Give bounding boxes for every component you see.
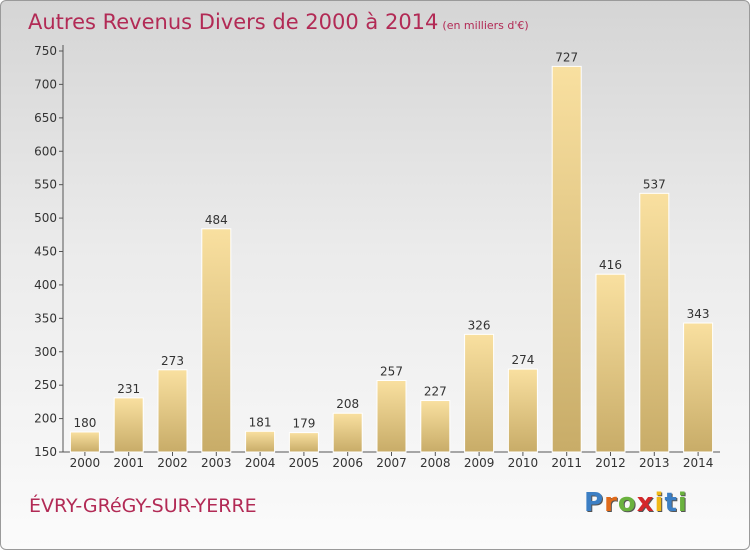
- data-label: 180: [73, 416, 96, 430]
- data-label: 181: [249, 415, 272, 429]
- x-tick-label: 2004: [245, 456, 276, 470]
- data-label: 231: [117, 382, 140, 396]
- bar: [332, 412, 363, 453]
- bar: [595, 273, 626, 453]
- bar: [113, 397, 144, 453]
- y-tick-label: 650: [34, 111, 57, 125]
- x-tick-label: 2000: [70, 456, 101, 470]
- x-tick-label: 2006: [332, 456, 363, 470]
- x-tick-label: 2008: [420, 456, 451, 470]
- bar: [288, 432, 319, 453]
- data-label: 208: [336, 397, 359, 411]
- bar: [201, 228, 232, 453]
- bar: [376, 379, 407, 453]
- x-tick-label: 2010: [508, 456, 539, 470]
- data-label: 273: [161, 354, 184, 368]
- x-tick-label: 2001: [113, 456, 144, 470]
- logo-letter: i: [677, 488, 688, 518]
- x-tick-label: 2011: [551, 456, 582, 470]
- bar: [464, 333, 495, 453]
- place-name: ÉVRY-GRéGY-SUR-YERRE: [29, 495, 257, 517]
- y-tick-label: 500: [34, 211, 57, 225]
- data-label: 326: [468, 318, 491, 332]
- data-label: 179: [292, 417, 315, 431]
- y-tick-label: 600: [34, 144, 57, 158]
- data-label: 257: [380, 364, 403, 378]
- x-tick-label: 2005: [289, 456, 320, 470]
- logo-letter: x: [636, 488, 655, 518]
- data-label: 274: [511, 353, 534, 367]
- bar: [69, 431, 100, 453]
- data-label: 343: [687, 307, 710, 321]
- y-tick-label: 700: [34, 77, 57, 91]
- logo-letter: o: [617, 488, 637, 518]
- y-tick-label: 400: [34, 278, 57, 292]
- x-tick-label: 2009: [464, 456, 495, 470]
- logo-letter: r: [604, 488, 618, 518]
- data-label: 416: [599, 258, 622, 272]
- title-text: Autres Revenus Divers de 2000 à 2014: [28, 10, 439, 34]
- y-tick-label: 150: [34, 445, 57, 459]
- bar: [551, 65, 582, 453]
- bar: [507, 368, 538, 453]
- bar: [683, 322, 714, 453]
- x-tick-label: 2012: [595, 456, 626, 470]
- y-tick-label: 550: [34, 178, 57, 192]
- x-tick-label: 2007: [376, 456, 407, 470]
- y-tick-label: 750: [34, 44, 57, 58]
- bar: [157, 369, 188, 453]
- data-label: 484: [205, 213, 228, 227]
- x-tick-label: 2013: [639, 456, 670, 470]
- bar: [639, 192, 670, 453]
- data-label: 227: [424, 385, 447, 399]
- data-label: 727: [555, 50, 578, 64]
- chart-title: Autres Revenus Divers de 2000 à 2014 (en …: [28, 10, 529, 34]
- x-tick-label: 2002: [157, 456, 188, 470]
- x-tick-label: 2003: [201, 456, 232, 470]
- unit-label: (en milliers d'€): [442, 19, 529, 32]
- logo-letter: t: [664, 488, 678, 518]
- logo-letter: P: [584, 488, 605, 518]
- y-tick-label: 450: [34, 245, 57, 259]
- x-tick-label: 2014: [683, 456, 714, 470]
- bar: [245, 430, 276, 453]
- bar: [420, 400, 451, 453]
- y-tick-label: 300: [34, 345, 57, 359]
- logo-letter: i: [654, 488, 665, 518]
- proxiti-logo: Proxiti: [584, 488, 688, 518]
- y-tick-label: 200: [34, 412, 57, 426]
- y-tick-label: 250: [34, 378, 57, 392]
- data-label: 537: [643, 177, 666, 191]
- y-tick-label: 350: [34, 311, 57, 325]
